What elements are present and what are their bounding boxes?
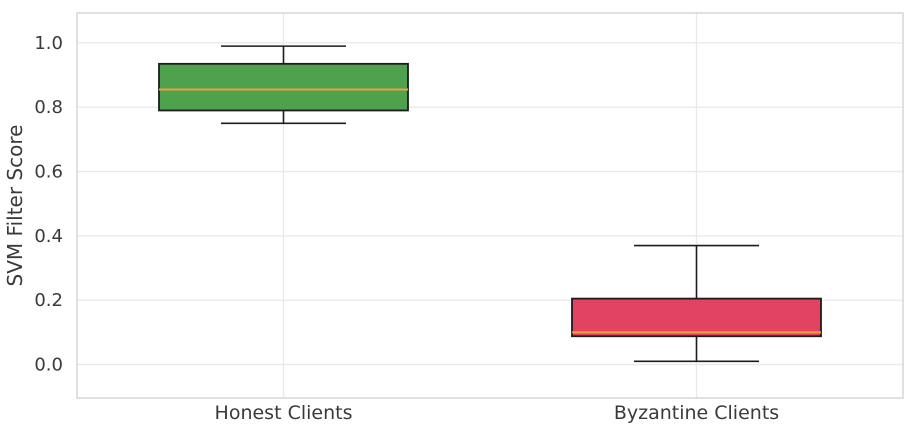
y-axis-label: SVM Filter Score	[3, 125, 27, 287]
box-byzantine-clients	[571, 297, 822, 338]
y-tick-label: 0.0	[34, 355, 63, 376]
box-honest-clients	[158, 62, 409, 112]
y-tick-label: 0.8	[34, 97, 63, 118]
x-tick-label-honest-clients: Honest Clients	[215, 402, 353, 424]
y-tick-label: 1.0	[34, 33, 63, 54]
y-tick-label: 0.6	[34, 162, 63, 183]
plot-border	[76, 12, 904, 399]
y-tick-label: 0.2	[34, 290, 63, 311]
y-tick-label: 0.4	[34, 226, 63, 247]
x-tick-label-byzantine-clients: Byzantine Clients	[614, 402, 779, 424]
